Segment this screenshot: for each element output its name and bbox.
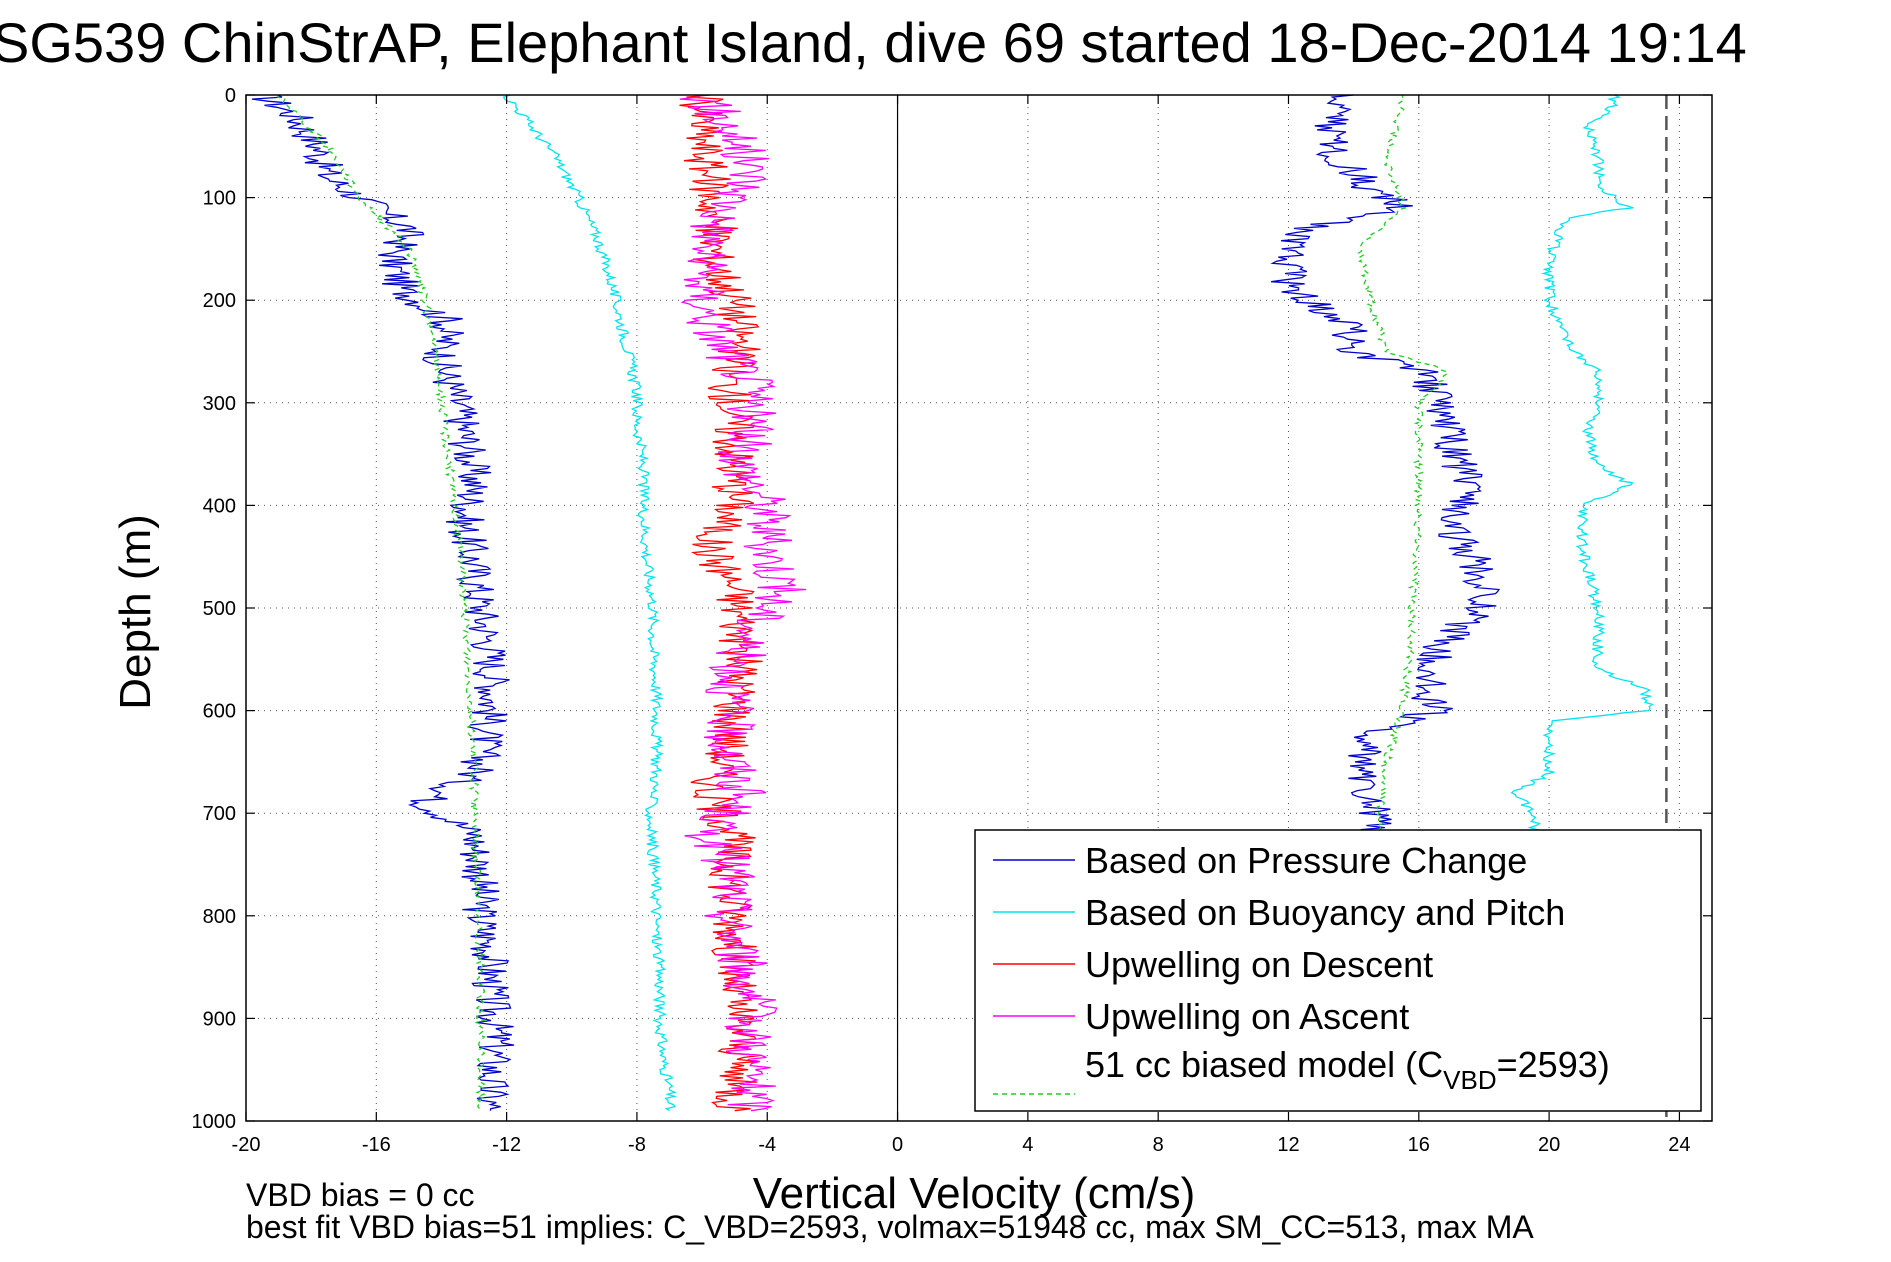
x-tick-label: 0 <box>892 1134 903 1156</box>
y-tick-label: 200 <box>203 290 236 312</box>
y-axis-ticks: 0 100 200 300 400 500 600 700 800 900 1000 <box>192 85 1712 1133</box>
x-tick-label: 24 <box>1668 1134 1690 1156</box>
y-tick-label: 0 <box>225 85 236 107</box>
y-tick-label: 1000 <box>192 1111 237 1133</box>
series-line-4-profile <box>679 94 807 1112</box>
y-tick-label: 100 <box>203 188 236 210</box>
x-tick-label: -16 <box>362 1134 391 1156</box>
legend-entry-label: Upwelling on Ascent <box>1085 996 1409 1037</box>
best-fit-note: best fit VBD bias=51 implies: C_VBD=2593… <box>246 1209 1534 1245</box>
y-tick-label: 300 <box>203 393 236 415</box>
legend-entry-label: Based on Pressure Change <box>1085 840 1527 881</box>
x-tick-label: 16 <box>1408 1134 1430 1156</box>
x-tick-label: -12 <box>492 1134 521 1156</box>
x-tick-label: 20 <box>1538 1134 1560 1156</box>
vbd-bias-note: VBD bias = 0 cc <box>246 1177 475 1213</box>
series-line-2-descent <box>502 94 678 1112</box>
series-line-3-profile <box>679 94 764 1112</box>
x-tick-label: -4 <box>758 1134 776 1156</box>
series-line-1-descent <box>251 94 515 1111</box>
legend-entry-label: Upwelling on Descent <box>1085 944 1433 985</box>
y-tick-label: 400 <box>203 495 236 517</box>
y-tick-label: 700 <box>203 803 236 825</box>
x-tick-label: 8 <box>1153 1134 1164 1156</box>
legend: Based on Pressure Change Based on Buoyanc… <box>974 829 1702 1112</box>
y-tick-label: 600 <box>203 701 236 723</box>
x-axis-label: Vertical Velocity (cm/s) <box>753 1169 1196 1218</box>
series-line-5-descent <box>276 94 487 1111</box>
x-axis-ticks: -20 -16 -12 -8 -4 0 4 8 12 16 20 24 <box>232 95 1691 1156</box>
legend-box <box>974 829 1702 1112</box>
y-axis-label: Depth (m) <box>111 514 160 710</box>
x-tick-label: -8 <box>628 1134 646 1156</box>
y-tick-label: 500 <box>203 598 236 620</box>
chart-title: SG539 ChinStrAP, Elephant Island, dive 6… <box>0 11 1747 74</box>
x-tick-label: 4 <box>1022 1134 1033 1156</box>
legend-entry-label: Based on Buoyancy and Pitch <box>1085 892 1565 933</box>
x-tick-label: 12 <box>1277 1134 1299 1156</box>
y-tick-label: 800 <box>203 906 236 928</box>
x-tick-label: -20 <box>232 1134 261 1156</box>
legend-entry-label: 51 cc biased model (CVBD=2593) <box>1085 1044 1610 1095</box>
y-tick-label: 900 <box>203 1008 236 1030</box>
